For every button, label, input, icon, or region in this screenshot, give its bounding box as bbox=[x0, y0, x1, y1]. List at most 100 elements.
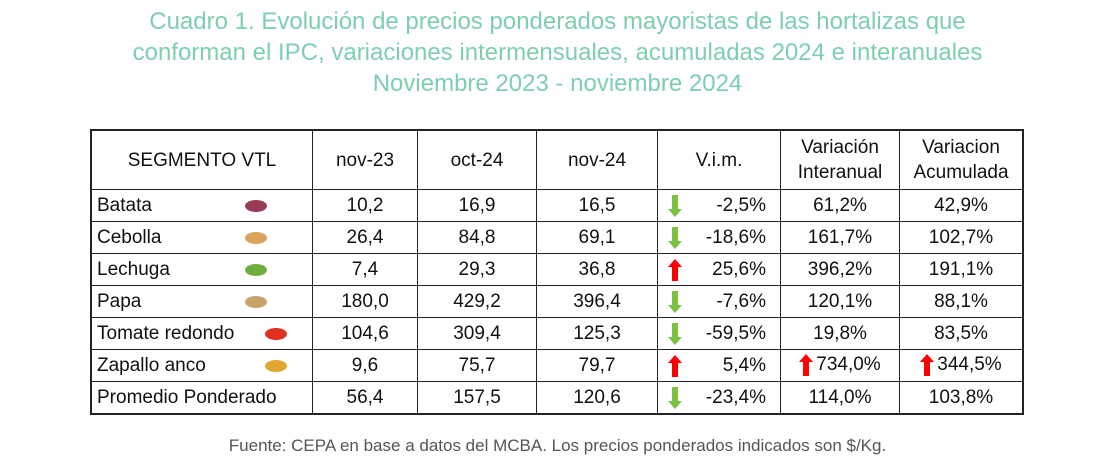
table-title: Cuadro 1. Evolución de precios ponderado… bbox=[0, 6, 1115, 99]
acumulada-cell: 83,5% bbox=[899, 317, 1024, 350]
interanual-cell: 734,0% bbox=[780, 349, 900, 382]
table-row: Zapallo anco 9,6 75,7 79,7 5,4% 734,0% 344,5% bbox=[90, 349, 1024, 382]
vim-value: -2,5% bbox=[716, 194, 766, 216]
arrow-down-icon bbox=[668, 290, 682, 313]
nov24-cell: 396,4 bbox=[536, 285, 658, 318]
table-row: Cebolla 26,4 84,8 69,1 -18,6% 161,7% 102,7% bbox=[90, 221, 1024, 254]
potato-icon bbox=[244, 293, 268, 311]
segment-name: Cebolla bbox=[97, 226, 162, 248]
table-row: Papa 180,0 429,2 396,4 -7,6% 120,1% 88,1% bbox=[90, 285, 1024, 318]
oct24-cell: 29,3 bbox=[417, 253, 537, 286]
segment-cell: Tomate redondo bbox=[90, 317, 313, 350]
header-row: SEGMENTO VTL nov-23 oct-24 nov-24 V.i.m.… bbox=[90, 129, 1024, 190]
segment-cell: Lechuga bbox=[90, 253, 313, 286]
nov24-cell: 120,6 bbox=[536, 381, 658, 415]
header-interanual: Variación Interanual bbox=[780, 129, 900, 190]
oct24-cell: 16,9 bbox=[417, 189, 537, 222]
interanual-value: 734,0% bbox=[816, 354, 881, 376]
acumulada-value: 344,5% bbox=[937, 354, 1002, 376]
vim-value: 5,4% bbox=[722, 354, 766, 376]
table-row: Promedio Ponderado 56,4 157,5 120,6 -23,4% 11… bbox=[90, 381, 1024, 415]
acumulada-cell: 42,9% bbox=[899, 189, 1024, 222]
interanual-value: 396,2% bbox=[807, 258, 873, 280]
oct24-cell: 309,4 bbox=[417, 317, 537, 350]
lettuce-icon bbox=[244, 261, 268, 279]
acumulada-value: 42,9% bbox=[934, 194, 988, 216]
acumulada-value: 103,8% bbox=[928, 386, 994, 408]
acumulada-cell: 191,1% bbox=[899, 253, 1024, 286]
interanual-cell: 120,1% bbox=[780, 285, 900, 318]
tomato-icon bbox=[264, 325, 288, 343]
squash-icon bbox=[264, 357, 288, 375]
vim-value: 25,6% bbox=[712, 258, 766, 280]
header-nov24: nov-24 bbox=[536, 129, 658, 190]
table-row: Batata 10,2 16,9 16,5 -2,5% 61,2% 42,9% bbox=[90, 189, 1024, 222]
header-oct24: oct-24 bbox=[417, 129, 537, 190]
acumulada-value: 83,5% bbox=[934, 322, 988, 344]
title-line-2: conforman el IPC, variaciones intermensu… bbox=[132, 39, 983, 66]
interanual-value: 120,1% bbox=[807, 290, 873, 312]
segment-cell: Zapallo anco bbox=[90, 349, 313, 382]
arrow-up-icon bbox=[799, 354, 814, 377]
nov23-cell: 26,4 bbox=[312, 221, 418, 254]
interanual-value: 19,8% bbox=[813, 322, 867, 344]
arrow-up-icon bbox=[668, 354, 682, 377]
onion-icon bbox=[244, 229, 268, 247]
acumulada-value: 88,1% bbox=[934, 290, 988, 312]
vim-value: -59,5% bbox=[705, 322, 766, 344]
acumulada-cell: 88,1% bbox=[899, 285, 1024, 318]
segment-name: Zapallo anco bbox=[97, 354, 206, 376]
interanual-cell: 61,2% bbox=[780, 189, 900, 222]
title-line-3: Noviembre 2023 - noviembre 2024 bbox=[372, 70, 743, 97]
arrow-down-icon bbox=[668, 386, 682, 409]
vim-cell: -59,5% bbox=[657, 317, 781, 350]
interanual-value: 114,0% bbox=[808, 386, 872, 408]
title-line-1: Cuadro 1. Evolución de precios ponderado… bbox=[149, 8, 966, 35]
vim-cell: -18,6% bbox=[657, 221, 781, 254]
nov24-cell: 69,1 bbox=[536, 221, 658, 254]
arrow-up-icon bbox=[668, 258, 682, 281]
segment-name: Batata bbox=[97, 194, 152, 216]
nov23-cell: 180,0 bbox=[312, 285, 418, 318]
vim-cell: 5,4% bbox=[657, 349, 781, 382]
arrow-up-icon bbox=[920, 354, 935, 377]
nov24-cell: 125,3 bbox=[536, 317, 658, 350]
segment-cell: Cebolla bbox=[90, 221, 313, 254]
vim-value: -23,4% bbox=[705, 386, 766, 408]
acumulada-cell: 102,7% bbox=[899, 221, 1024, 254]
source-note: Fuente: CEPA en base a datos del MCBA. L… bbox=[228, 436, 887, 455]
interanual-value: 161,7% bbox=[807, 226, 873, 248]
vim-cell: -23,4% bbox=[657, 381, 781, 415]
nov24-cell: 36,8 bbox=[536, 253, 658, 286]
nov23-cell: 7,4 bbox=[312, 253, 418, 286]
acumulada-value: 102,7% bbox=[928, 226, 994, 248]
header-acumulada: Variacion Acumulada bbox=[899, 129, 1024, 190]
sweet-potato-icon bbox=[244, 197, 268, 215]
interanual-cell: 161,7% bbox=[780, 221, 900, 254]
vim-cell: -2,5% bbox=[657, 189, 781, 222]
nov23-cell: 56,4 bbox=[312, 381, 418, 415]
header-vim: V.i.m. bbox=[657, 129, 781, 190]
table-row: Lechuga 7,4 29,3 36,8 25,6% 396,2% 191,1% bbox=[90, 253, 1024, 286]
oct24-cell: 84,8 bbox=[417, 221, 537, 254]
nov23-cell: 10,2 bbox=[312, 189, 418, 222]
acumulada-value: 191,1% bbox=[928, 258, 994, 280]
segment-cell: Papa bbox=[90, 285, 313, 318]
segment-name: Promedio Ponderado bbox=[97, 386, 277, 408]
acumulada-cell: 344,5% bbox=[899, 349, 1024, 382]
nov23-cell: 104,6 bbox=[312, 317, 418, 350]
oct24-cell: 75,7 bbox=[417, 349, 537, 382]
segment-name: Lechuga bbox=[97, 258, 170, 280]
header-nov23: nov-23 bbox=[312, 129, 418, 190]
oct24-cell: 429,2 bbox=[417, 285, 537, 318]
vim-cell: -7,6% bbox=[657, 285, 781, 318]
arrow-down-icon bbox=[668, 322, 682, 345]
vim-value: -18,6% bbox=[705, 226, 766, 248]
arrow-down-icon bbox=[668, 194, 682, 217]
interanual-value: 61,2% bbox=[813, 194, 867, 216]
header-segment: SEGMENTO VTL bbox=[90, 129, 313, 190]
interanual-cell: 19,8% bbox=[780, 317, 900, 350]
nov23-cell: 9,6 bbox=[312, 349, 418, 382]
vim-cell: 25,6% bbox=[657, 253, 781, 286]
price-table: SEGMENTO VTL nov-23 oct-24 nov-24 V.i.m.… bbox=[90, 129, 1024, 415]
